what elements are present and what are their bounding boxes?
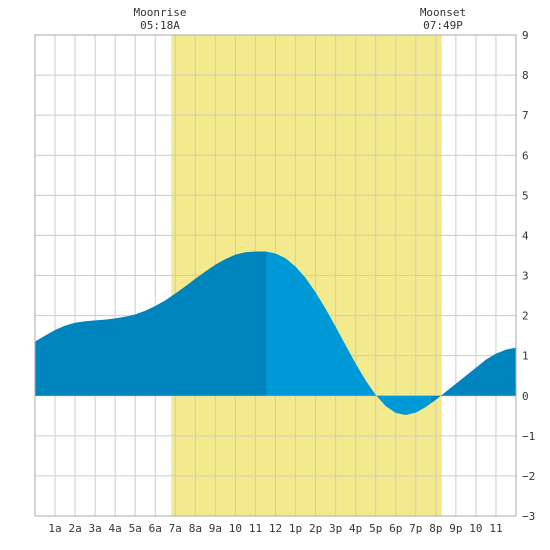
- x-tick-label: 10: [469, 522, 482, 535]
- x-tick-label: 3p: [329, 522, 342, 535]
- y-tick-label: 9: [522, 29, 529, 42]
- x-tick-label: 4p: [349, 522, 362, 535]
- y-tick-label: −2: [522, 470, 535, 483]
- tide-area-group: [35, 251, 516, 415]
- x-tick-label: 12: [269, 522, 282, 535]
- x-tick-label: 7a: [169, 522, 182, 535]
- y-tick-label: 7: [522, 109, 529, 122]
- plot-frame: [34, 34, 517, 517]
- y-tick-label: 5: [522, 189, 529, 202]
- x-tick-label: 2a: [68, 522, 81, 535]
- y-tick-label: 8: [522, 69, 529, 82]
- x-tick-label: 1a: [48, 522, 61, 535]
- tide-area-segment: [430, 347, 516, 404]
- x-tick-label: 5p: [369, 522, 382, 535]
- x-tick-label: 2p: [309, 522, 322, 535]
- x-tick-label: 9p: [449, 522, 462, 535]
- moonrise-time: 05:18A: [140, 19, 180, 32]
- x-tick-label: 11: [489, 522, 502, 535]
- x-tick-label: 6a: [149, 522, 162, 535]
- y-tick-label: 3: [522, 270, 529, 283]
- x-tick-label: 7p: [409, 522, 422, 535]
- x-tick-label: 6p: [389, 522, 402, 535]
- x-tick-label: 1p: [289, 522, 302, 535]
- tide-area-segment: [266, 251, 431, 415]
- y-tick-label: 6: [522, 149, 529, 162]
- y-tick-label: 2: [522, 310, 529, 323]
- y-tick-label: 4: [522, 229, 529, 242]
- y-tick-label: −1: [522, 430, 535, 443]
- x-tick-label: 11: [249, 522, 262, 535]
- x-tick-label: 9a: [209, 522, 222, 535]
- x-tick-label: 3a: [89, 522, 102, 535]
- y-axis-ticks: −3 −2 −1 0 1 2 3 4 5 6 7 8 9: [522, 29, 535, 523]
- x-tick-label: 5a: [129, 522, 142, 535]
- x-tick-label: 8p: [429, 522, 442, 535]
- y-tick-label: 0: [522, 390, 529, 403]
- y-tick-label: 1: [522, 350, 529, 363]
- moonrise-label: Moonrise: [134, 6, 187, 19]
- tide-area-segment: [35, 251, 267, 396]
- moonset-time: 07:49P: [423, 19, 463, 32]
- moonset-label: Moonset: [420, 6, 466, 19]
- x-tick-label: 10: [229, 522, 242, 535]
- x-tick-label: 4a: [109, 522, 122, 535]
- y-tick-label: −3: [522, 510, 535, 523]
- x-tick-label: 8a: [189, 522, 202, 535]
- x-axis-ticks: 1a 2a 3a 4a 5a 6a 7a 8a 9a 10 11 12 1p 2p 3p 4p 5p 6p 7p 8p…: [48, 522, 502, 535]
